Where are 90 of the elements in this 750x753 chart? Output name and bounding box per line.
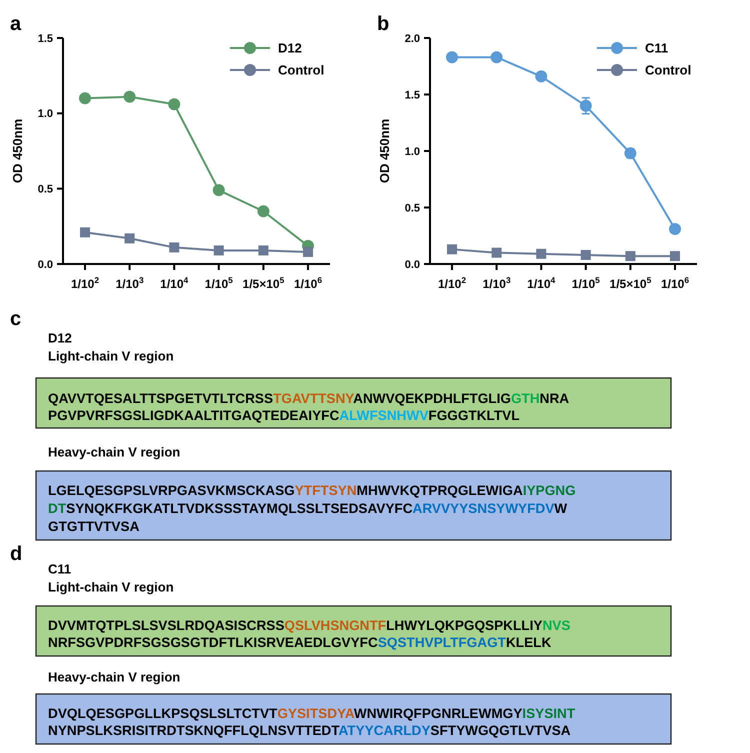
point <box>535 70 548 82</box>
text: Heavy-chain V region <box>48 444 180 460</box>
point <box>257 205 270 218</box>
text: KLELK <box>506 634 552 650</box>
point <box>124 233 135 244</box>
point <box>669 222 681 235</box>
text: GYSITSDYA <box>277 706 355 721</box>
point <box>446 51 458 64</box>
text: NVS <box>542 618 570 633</box>
point <box>168 98 180 110</box>
text: C11 <box>48 562 72 577</box>
y-tick-label: 0.0 <box>404 258 420 271</box>
x-tick-label: 1/10$^{4}$ <box>527 275 556 291</box>
text: d <box>10 543 22 565</box>
text: SFTYWGQGTLVTVSA <box>430 722 571 738</box>
point <box>490 51 503 64</box>
text: DT <box>48 500 67 516</box>
point <box>303 246 313 257</box>
text: SQSTHVPLTFGAGT <box>378 634 507 650</box>
legend-label: C11 <box>645 40 668 56</box>
text: QSLVHSNGNTF <box>284 618 386 633</box>
y-tick-label: 1.5 <box>38 32 53 45</box>
text: ANWVQEKPDHLFTGLIG <box>353 390 511 406</box>
point <box>169 242 180 252</box>
y-tick-label: 0.0 <box>38 258 53 271</box>
x-tick-label: 1/10$^{4}$ <box>160 275 189 291</box>
legend-label: D12 <box>278 40 302 56</box>
y-axis-title: OD 450nm <box>10 118 25 184</box>
x-tick-label: 1/10$^{6}$ <box>660 275 690 291</box>
y-tick-label: 0.5 <box>404 202 420 214</box>
text: DVVMTQTPLSLSVSLRDQASISCRSS <box>48 618 284 633</box>
x-tick-label: 1/10$^{5}$ <box>572 275 600 291</box>
point <box>80 227 90 238</box>
x-tick-label: 1/10$^{3}$ <box>482 275 511 291</box>
y-tick-label: 1.0 <box>404 146 420 158</box>
text: ATYYCARLDY <box>338 722 430 738</box>
point <box>214 245 224 256</box>
text: ARVVYYSNSYWYFDV <box>412 500 554 516</box>
text: MHWVKQTPRQGLEWIGA <box>356 482 523 498</box>
text: SYNQKFKGKATLTVDKSSSTAYMQLSSLTSEDSAVYFC <box>66 500 413 516</box>
text: ISYSINT <box>522 706 576 721</box>
y-tick-label: 1.0 <box>38 108 53 120</box>
text: D12 <box>48 330 72 346</box>
point <box>212 184 225 196</box>
text: Light-chain V region <box>48 580 174 595</box>
point <box>625 251 636 262</box>
text: Heavy-chain V region <box>48 670 180 685</box>
y-axis-title: OD 450nm <box>377 118 392 184</box>
point <box>258 245 268 256</box>
x-tick-label: 1/5×10$^{5}$ <box>242 275 285 291</box>
text: Light-chain V region <box>48 348 174 364</box>
text: WNWIRQFPGNRLEWMGY <box>354 706 522 721</box>
text: NYNPSLKSRISITRDTSKNQFFLQLNSVTTEDT <box>48 722 340 738</box>
text: GTGTTVTVSA <box>48 518 140 534</box>
x-tick-label: 1/10$^{3}$ <box>116 275 144 291</box>
point <box>670 251 680 262</box>
text: QAVVTQESALTTSPGETVTLTCRSS <box>48 390 274 406</box>
legend-label: Control <box>278 62 324 78</box>
text: LHWYLQKPGQSPKLLIY <box>386 618 542 633</box>
text: NRA <box>540 390 570 406</box>
y-tick-label: 0.5 <box>38 184 53 196</box>
x-tick-label: 1/10$^{2}$ <box>438 275 466 291</box>
text: YTFTSYN <box>294 482 357 498</box>
text: IYPGNG <box>522 482 576 498</box>
x-tick-label: 1/10$^{5}$ <box>204 275 234 291</box>
text: DVQLQESGPGLLKPSQSLSLTCTVT <box>48 706 278 721</box>
text: ALWFSNHWV <box>339 408 428 423</box>
text: W <box>554 500 568 516</box>
x-tick-label: 1/10$^{6}$ <box>294 275 322 291</box>
x-tick-label: 1/5×10$^{5}$ <box>610 275 652 291</box>
text: c <box>10 308 22 330</box>
y-tick-label: 1.5 <box>404 89 420 102</box>
legend-label: Control <box>645 62 692 78</box>
x-tick-label: 1/10$^{2}$ <box>70 275 100 291</box>
point <box>79 92 91 104</box>
text: LGELQESGPSLVRPGASVKMSCKASG <box>48 482 295 498</box>
text: PGVPVRFSGSLIGDKAALTITGAQTEDEAIYFC <box>48 408 340 423</box>
text: NRFSGVPDRFSGSGSGTDFTLKISRVEAEDLGVYFC <box>48 634 378 650</box>
chart-title: b <box>377 13 390 35</box>
chart-title: a <box>10 13 22 35</box>
point <box>447 244 457 254</box>
point <box>580 100 592 112</box>
y-tick-label: 2.0 <box>404 32 420 45</box>
point <box>124 90 136 103</box>
point <box>492 248 502 258</box>
text: GTH <box>510 390 540 406</box>
text: TGAVTTSNY <box>273 390 354 406</box>
point <box>580 250 591 260</box>
point <box>536 248 546 259</box>
text: FGGGTKLTVL <box>428 408 520 423</box>
